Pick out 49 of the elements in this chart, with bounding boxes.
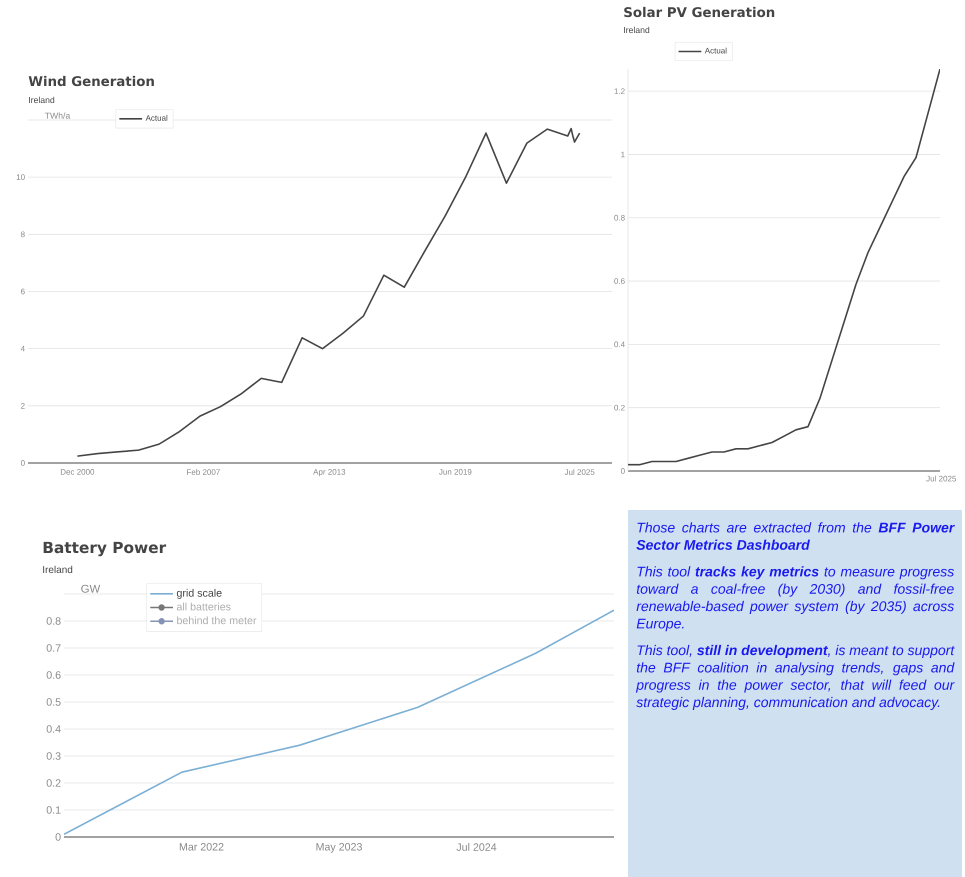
y-tick-label: 0	[620, 468, 625, 474]
text: This tool tracks key metrics to measure progress toward a coal-free (by 2030) and fossil-free renewable-based power system (by 2035) across Europe.	[636, 566, 954, 632]
text: Those charts are extracted from the BFF Power Sector Metrics Dashboard	[636, 522, 955, 550]
chart-title: Battery Power	[44, 542, 166, 556]
x-tick-label: Jun 2019	[439, 469, 472, 475]
y-tick-label: 0.5	[46, 698, 61, 706]
y-tick-label: 0.2	[46, 779, 61, 787]
x-tick-label: Mar 2022	[180, 843, 224, 851]
y-tick-label: 0	[56, 833, 61, 841]
legend-label: all batteries	[176, 602, 231, 610]
y-tick-label: 10	[16, 174, 25, 180]
y-axis-title: GW	[81, 584, 100, 593]
chart-subtitle: Ireland	[43, 566, 72, 574]
x-tick-label: Apr 2013	[313, 469, 346, 476]
y-tick-label: 0.4	[46, 725, 61, 733]
x-tick-label: Jul 2025	[564, 469, 594, 475]
legend-label: Actual	[704, 48, 726, 54]
legend-label: grid scale	[176, 588, 222, 599]
y-tick-label: 0.4	[614, 342, 625, 348]
text: Jul 2025	[926, 476, 956, 482]
line-series	[76, 128, 580, 457]
legend-label: Actual	[146, 114, 168, 121]
y-tick-label: 1	[621, 152, 625, 158]
y-tick-label: 0.7	[46, 644, 61, 652]
chart-title: Wind Generation	[28, 76, 154, 86]
legend-label: behind the meter	[177, 616, 256, 624]
y-tick-label: 0.8	[46, 617, 61, 625]
y-tick-label: 0.8	[614, 214, 625, 221]
chart-subtitle: Ireland	[29, 96, 54, 104]
y-axis-title: TWh/a	[44, 112, 70, 119]
y-tick-label: 0.6	[614, 278, 625, 284]
y-tick-label: 8	[20, 231, 25, 238]
y-tick-label: 0.2	[614, 404, 625, 411]
y-tick-label: 2	[21, 403, 25, 409]
line-series	[64, 609, 614, 836]
x-tick-label: Jul 2024	[456, 843, 496, 851]
x-tick-label: May 2023	[316, 843, 362, 853]
y-tick-label: 0.6	[46, 671, 61, 679]
chart-subtitle: Ireland	[624, 26, 650, 34]
y-tick-label: 4	[20, 346, 25, 352]
chart-title: Solar PV Generation	[624, 6, 774, 18]
y-tick-label: 0.1	[46, 806, 61, 814]
y-tick-label: 0.3	[46, 752, 61, 760]
y-tick-label: 0	[20, 460, 25, 466]
y-tick-label: 1.2	[614, 88, 625, 94]
y-tick-label: 6	[21, 288, 25, 294]
x-tick-label: Dec 2000	[60, 469, 94, 475]
text: This tool, still in development, is meant to support the BFF coalition in analysing trends, gaps and progress in the power sector, that will feed our strategic planning, communication and advocacy.	[636, 644, 955, 710]
x-tick-label: Feb 2007	[187, 469, 220, 475]
